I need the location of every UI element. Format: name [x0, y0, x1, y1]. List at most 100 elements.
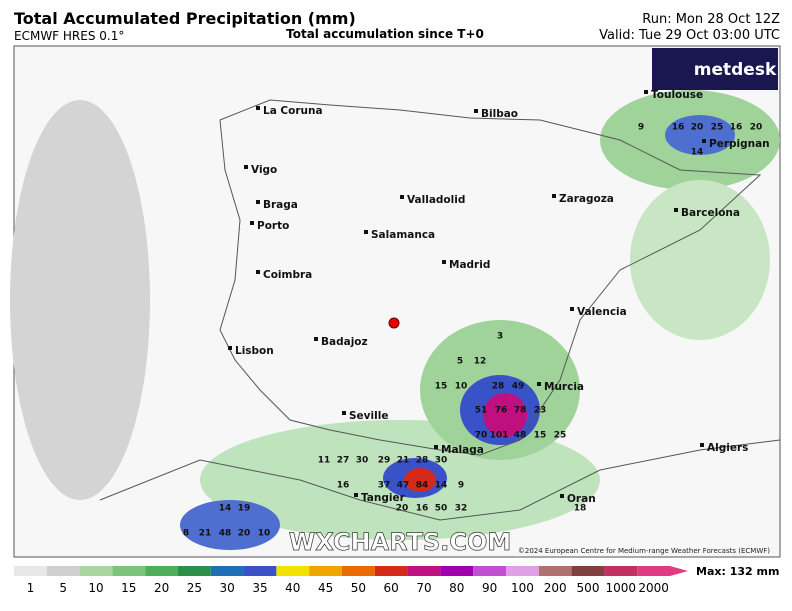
city-dot — [314, 337, 318, 341]
precip-label: 20 — [691, 123, 704, 133]
city-label: Vigo — [251, 164, 277, 176]
precip-label: 15 — [534, 431, 547, 441]
city-dot — [354, 493, 358, 497]
city-dot — [560, 494, 564, 498]
precip-label: 20 — [750, 123, 763, 133]
legend-label: 40 — [285, 581, 300, 595]
valid: Valid: Tue 29 Oct 03:00 UTC — [599, 28, 780, 43]
legend-label: 25 — [187, 581, 202, 595]
city-dot — [244, 165, 248, 169]
precip-label: 16 — [337, 481, 350, 491]
precip-label: 16 — [672, 123, 685, 133]
legend-swatch — [309, 566, 342, 576]
city-dot — [474, 109, 478, 113]
precip-label: 101 — [490, 431, 509, 441]
city-label: Algiers — [707, 442, 748, 454]
city-dot — [674, 208, 678, 212]
city-dot — [570, 307, 574, 311]
city-label: Badajoz — [321, 336, 368, 348]
city-dot — [364, 230, 368, 234]
precip-label: 70 — [475, 431, 488, 441]
african-coast — [99, 439, 781, 521]
legend-swatch — [145, 566, 178, 576]
precip-label: 48 — [514, 431, 527, 441]
legend-label: 50 — [351, 581, 366, 595]
coastline — [219, 99, 762, 456]
city-dot — [256, 106, 260, 110]
city-dot — [400, 195, 404, 199]
precip-label: 3 — [497, 332, 503, 342]
legend-label: 15 — [121, 581, 136, 595]
legend-arrow — [670, 566, 688, 576]
city-label: Murcia — [544, 381, 584, 393]
precip-label: 9 — [458, 481, 464, 491]
copyright: ©2024 European Centre for Medium-range W… — [518, 547, 770, 555]
legend-swatch — [276, 566, 310, 576]
precip-label: 25 — [554, 431, 567, 441]
precip-label: 19 — [238, 504, 251, 514]
legend-label: 80 — [449, 581, 464, 595]
legend-swatch — [178, 566, 211, 576]
precip-label: 27 — [337, 456, 350, 466]
precip-label: 14 — [435, 481, 448, 491]
legend-swatch — [342, 566, 375, 576]
city-label: Salamanca — [371, 229, 435, 241]
city-label: La Coruna — [263, 105, 323, 117]
city-label: Porto — [257, 220, 289, 232]
subtitle: Total accumulation since T+0 — [286, 27, 484, 41]
city-label: Bilbao — [481, 108, 518, 120]
brand: metdesk — [694, 60, 777, 80]
precip-label: 23 — [534, 406, 547, 416]
precip-label: 49 — [512, 382, 525, 392]
title: Total Accumulated Precipitation (mm) — [14, 9, 356, 28]
city-dot — [250, 221, 254, 225]
city-label: Seville — [349, 410, 388, 422]
legend-swatch — [440, 566, 474, 576]
precip-label: 28 — [416, 456, 429, 466]
city-label: Zaragoza — [559, 193, 614, 205]
precip-label: 10 — [455, 382, 468, 392]
legend-swatch — [14, 566, 47, 576]
precip-label: 15 — [435, 382, 448, 392]
legend-label: 20 — [154, 581, 169, 595]
city-dot — [228, 346, 232, 350]
city-dot — [644, 90, 648, 94]
legend-swatch — [46, 566, 80, 576]
city-label: Perpignan — [709, 138, 770, 150]
precip-label: 21 — [199, 529, 212, 539]
precip-label: 78 — [514, 406, 527, 416]
precip-label: 29 — [378, 456, 391, 466]
run: Run: Mon 28 Oct 12Z — [642, 12, 780, 27]
legend-label: 30 — [220, 581, 235, 595]
precip-label: 25 — [711, 123, 724, 133]
city-dot — [434, 445, 438, 449]
precip-label: 28 — [492, 382, 505, 392]
precip-label: 84 — [416, 481, 429, 491]
location-marker — [388, 317, 400, 329]
precip-label: 12 — [474, 357, 487, 367]
city-label: Malaga — [441, 444, 484, 456]
precip-label: 51 — [475, 406, 488, 416]
city-dot — [256, 270, 260, 274]
precip-label: 8 — [183, 529, 189, 539]
precip-label: 10 — [258, 529, 271, 539]
city-label: Lisbon — [235, 345, 274, 357]
legend-swatch — [637, 566, 670, 576]
legend-label: 500 — [577, 581, 600, 595]
legend-swatch — [407, 566, 441, 576]
precip-label: 76 — [495, 406, 508, 416]
model: ECMWF HRES 0.1° — [14, 29, 124, 43]
legend-label: 5 — [59, 581, 67, 595]
legend-label: 90 — [482, 581, 497, 595]
legend-label: 45 — [318, 581, 333, 595]
precip-label: 21 — [397, 456, 410, 466]
precip-label: 30 — [356, 456, 369, 466]
precip-label: 5 — [457, 357, 463, 367]
legend-label: 60 — [384, 581, 399, 595]
city-dot — [702, 139, 706, 143]
city-label: Braga — [263, 199, 298, 211]
city-label: Valencia — [577, 306, 627, 318]
city-dot — [442, 260, 446, 264]
precip-label: 48 — [219, 529, 232, 539]
